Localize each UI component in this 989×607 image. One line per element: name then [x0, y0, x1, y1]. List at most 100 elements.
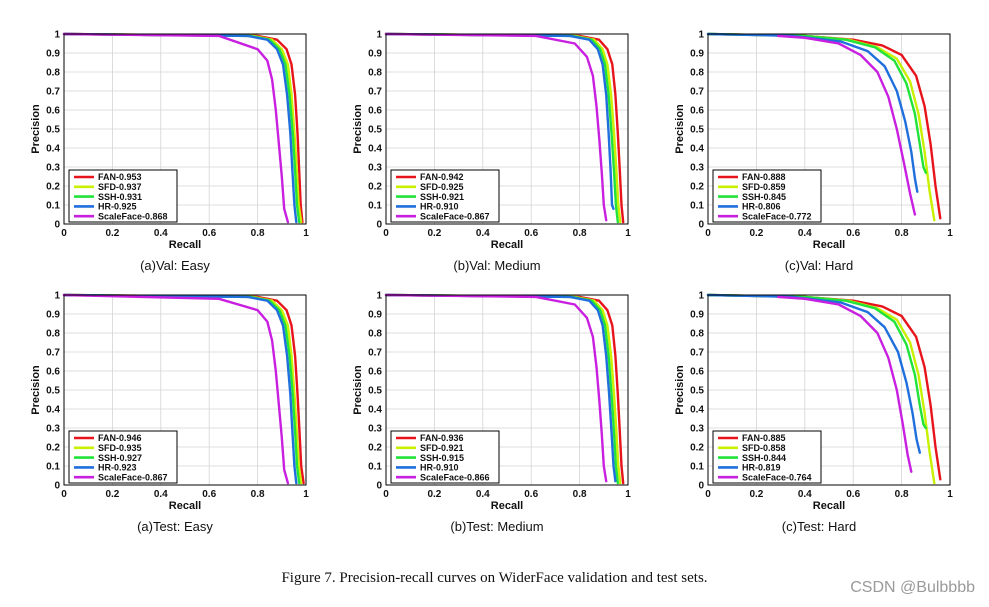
- series-line-ssh: [706, 32, 927, 174]
- x-tick-label: 0.8: [251, 489, 265, 500]
- series-line-ssh: [706, 293, 927, 430]
- series-line-scaleface: [62, 32, 290, 224]
- y-tick-label: 0.6: [368, 367, 382, 378]
- y-tick-label: 0.7: [368, 348, 382, 359]
- y-tick-label: 0: [54, 220, 60, 231]
- y-tick-label: 0.9: [46, 310, 60, 321]
- legend-entry: FAN-0.953: [98, 172, 142, 182]
- x-axis-label: Recall: [813, 500, 845, 512]
- legend-entry: HR-0.925: [98, 202, 137, 212]
- y-tick-label: 0.1: [46, 201, 60, 212]
- y-tick-label: 0.5: [368, 125, 382, 136]
- x-tick-label: 0.8: [895, 228, 909, 239]
- x-tick-label: 1: [625, 228, 631, 239]
- series-line-hr: [62, 293, 298, 485]
- x-tick-label: 0.2: [427, 228, 441, 239]
- y-tick-label: 0: [54, 481, 60, 492]
- legend-entry: ScaleFace-0.772: [742, 211, 812, 221]
- legend-entry: SFD-0.921: [420, 443, 464, 453]
- legend-entry: SFD-0.859: [742, 182, 786, 192]
- x-tick-label: 0.6: [846, 228, 860, 239]
- x-tick-label: 0.6: [202, 489, 216, 500]
- chart-subtitle: (c)Test: Hard: [782, 519, 856, 534]
- y-tick-label: 1: [698, 291, 704, 302]
- legend-entry: SSH-0.921: [420, 192, 464, 202]
- y-axis-label: Precision: [352, 365, 364, 415]
- chart-subtitle: (b)Test: Medium: [450, 519, 543, 534]
- y-tick-label: 0: [698, 481, 704, 492]
- legend-entry: SFD-0.858: [742, 443, 786, 453]
- legend-entry: HR-0.819: [742, 463, 781, 473]
- x-tick-label: 0.6: [524, 228, 538, 239]
- legend-entry: ScaleFace-0.868: [98, 211, 168, 221]
- y-tick-label: 0.7: [690, 348, 704, 359]
- y-tick-label: 0.6: [46, 106, 60, 117]
- y-tick-label: 0.9: [368, 310, 382, 321]
- y-tick-label: 0.1: [690, 201, 704, 212]
- x-tick-label: 0.8: [895, 489, 909, 500]
- y-axis-label: Precision: [352, 104, 364, 154]
- chart-panel-1: 0 0.1 0.2 0.3 0.4 0.5 0.6 0.7 0.8 0.9 1 0 0.2 0.4 0.6 0…: [30, 30, 309, 274]
- x-tick-label: 1: [303, 228, 309, 239]
- x-tick-label: 0: [705, 228, 711, 239]
- x-tick-label: 0.4: [154, 489, 168, 500]
- y-axis-label: Precision: [30, 365, 42, 415]
- legend-entry: FAN-0.946: [98, 433, 142, 443]
- y-tick-label: 0.4: [46, 405, 60, 416]
- x-tick-label: 0.2: [105, 489, 119, 500]
- y-tick-label: 0.2: [368, 443, 382, 454]
- y-tick-label: 0.3: [368, 163, 382, 174]
- y-tick-label: 0.2: [690, 182, 704, 193]
- legend-entry: ScaleFace-0.867: [98, 472, 168, 482]
- x-tick-label: 1: [947, 228, 953, 239]
- legend-entry: ScaleFace-0.764: [742, 472, 812, 482]
- x-tick-label: 0.8: [251, 228, 265, 239]
- y-tick-label: 0.7: [368, 87, 382, 98]
- y-tick-label: 0.8: [46, 68, 60, 79]
- y-tick-label: 0.5: [690, 125, 704, 136]
- x-tick-label: 0.4: [798, 228, 812, 239]
- y-tick-label: 0.9: [368, 49, 382, 60]
- y-tick-label: 0.3: [690, 424, 704, 435]
- x-tick-label: 0.2: [105, 228, 119, 239]
- x-tick-label: 0.6: [202, 228, 216, 239]
- y-tick-label: 0.5: [46, 125, 60, 136]
- chart-panel-3: 0 0.1 0.2 0.3 0.4 0.5 0.6 0.7 0.8 0.9 1 0 0.2 0.4 0.6 0…: [674, 30, 953, 274]
- y-tick-label: 0.6: [690, 367, 704, 378]
- y-tick-label: 0.2: [46, 443, 60, 454]
- x-tick-label: 0: [61, 228, 67, 239]
- y-tick-label: 0.8: [690, 329, 704, 340]
- series-line-scaleface: [777, 295, 913, 473]
- x-tick-label: 0.4: [476, 489, 490, 500]
- watermark: CSDN @Bulbbbb: [850, 579, 975, 596]
- y-tick-label: 0.3: [46, 163, 60, 174]
- x-tick-label: 0: [705, 489, 711, 500]
- legend-entry: SSH-0.844: [742, 453, 786, 463]
- y-tick-label: 0: [376, 220, 382, 231]
- y-tick-label: 0.1: [368, 201, 382, 212]
- x-tick-label: 0.2: [749, 228, 763, 239]
- y-tick-label: 0: [698, 220, 704, 231]
- x-tick-label: 0.4: [476, 228, 490, 239]
- x-tick-label: 0: [61, 489, 67, 500]
- chart-subtitle: (a)Test: Easy: [137, 519, 213, 534]
- y-tick-label: 0: [376, 481, 382, 492]
- y-tick-label: 1: [698, 30, 704, 41]
- legend-entry: SFD-0.935: [98, 443, 142, 453]
- legend-entry: ScaleFace-0.867: [420, 211, 490, 221]
- y-tick-label: 0.5: [46, 386, 60, 397]
- x-tick-label: 1: [625, 489, 631, 500]
- plot-frame: [385, 294, 629, 486]
- x-tick-label: 0.2: [749, 489, 763, 500]
- y-tick-label: 0.3: [46, 424, 60, 435]
- legend-entry: HR-0.910: [420, 202, 459, 212]
- y-tick-label: 0.6: [368, 106, 382, 117]
- y-tick-label: 0.8: [46, 329, 60, 340]
- legend-entry: SSH-0.845: [742, 192, 786, 202]
- x-axis-label: Recall: [813, 239, 845, 251]
- y-tick-label: 0.7: [46, 348, 60, 359]
- y-tick-label: 0.8: [368, 329, 382, 340]
- y-tick-label: 0.1: [46, 462, 60, 473]
- y-tick-label: 0.2: [368, 182, 382, 193]
